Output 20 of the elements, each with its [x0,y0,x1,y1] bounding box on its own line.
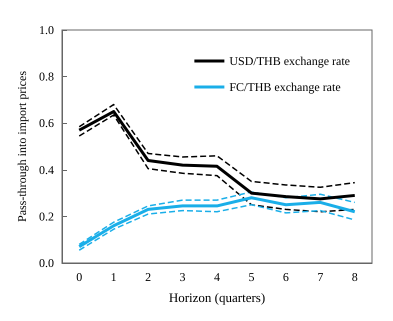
x-tick-label: 8 [352,270,358,284]
y-tick-label: 0.2 [39,209,54,224]
legend-label: FC/THB exchange rate [229,80,341,94]
legend-label: USD/THB exchange rate [229,54,350,68]
x-axis-title: Horizon (quarters) [168,290,266,305]
line-series [78,114,356,212]
y-tick-label: 0.6 [39,116,54,130]
x-tick-label: 5 [248,270,254,284]
x-tick-label: 4 [214,270,220,284]
x-tick-label: 1 [110,270,117,284]
x-tick-label: 7 [317,270,324,284]
x-tick-label: 2 [145,270,152,284]
y-tick-label: 0.8 [39,70,54,84]
x-tick-label: 6 [282,270,289,284]
x-tick-label: 0 [76,270,82,284]
y-tick-label: 0.4 [39,162,54,177]
y-tick-label: 1.0 [39,23,54,37]
y-axis-title: Pass-through into import prices [15,70,29,222]
x-tick-label: 3 [180,270,186,284]
y-tick-label: 0.0 [39,256,54,270]
